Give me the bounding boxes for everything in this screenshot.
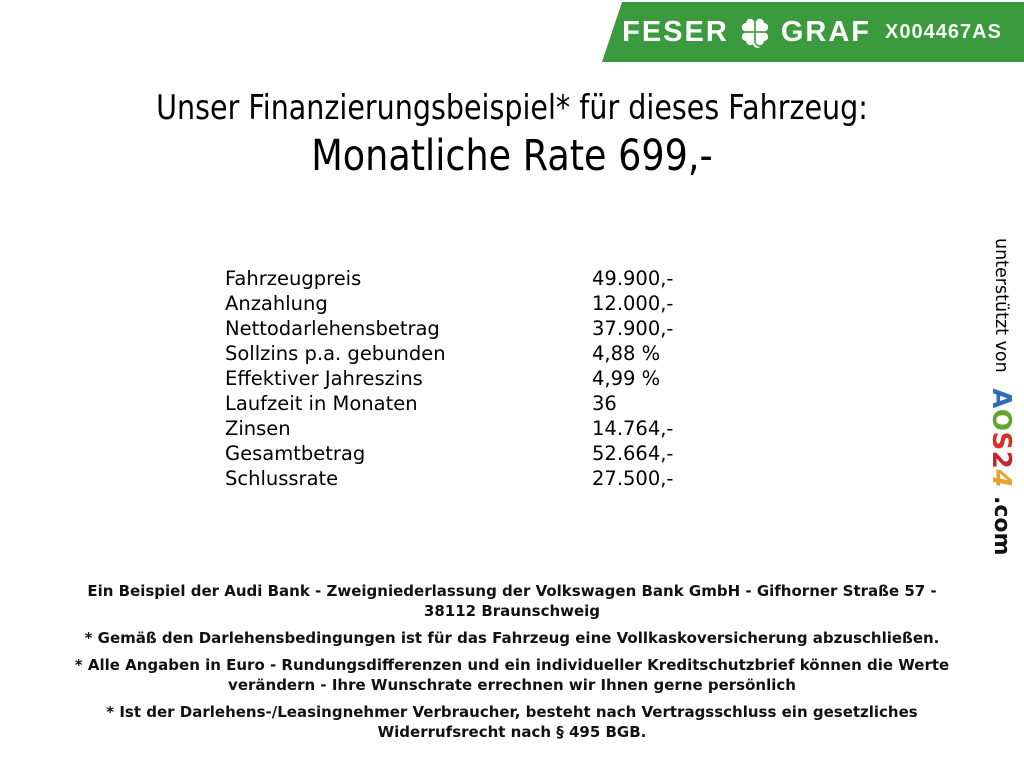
row-value: 36 [592,392,617,415]
row-label: Laufzeit in Monaten [225,392,418,415]
row-value: 27.500,- [592,467,674,490]
disclaimer-footer: Ein Beispiel der Audi Bank - Zweignieder… [60,582,964,750]
heading: Unser Finanzierungsbeispiel* für dieses … [0,88,1024,181]
clover-icon [738,15,772,49]
row-label: Effektiver Jahreszins [225,367,423,390]
row-label: Schlussrate [225,467,339,490]
row-label: Zinsen [225,417,291,440]
brand-name-graf: GRAF [780,15,871,48]
aos24-logo-letter: O [986,408,1016,432]
finance-table: Fahrzeugpreis 49.900,- Anzahlung 12.000,… [225,266,673,491]
disclaimer-line: * Ist der Darlehens-/Leasingnehmer Verbr… [106,702,918,741]
row-value: 52.664,- [592,442,674,465]
table-row: Gesamtbetrag 52.664,- [225,441,673,466]
row-value: 49.900,- [592,267,674,290]
table-row: Effektiver Jahreszins 4,99 % [225,366,673,391]
supported-by-text: unterstützt von [991,238,1011,373]
row-value: 4,99 % [592,367,661,390]
row-value: 4,88 % [592,342,661,365]
aos24-logo-letter: S [986,431,1016,451]
row-value: 37.900,- [592,317,674,340]
disclaimer-line: * Gemäß den Darlehensbedingungen ist für… [84,628,940,647]
row-label: Fahrzeugpreis [225,267,362,290]
aos24-logo: AOS24 [986,388,1016,488]
row-label: Nettodarlehensbetrag [225,317,440,340]
disclaimer-line: * Alle Angaben in Euro - Rundungsdiffere… [74,655,950,694]
row-label: Anzahlung [225,292,328,315]
aos24-logo-suffix: .com [989,495,1014,555]
table-row: Zinsen 14.764,- [225,416,673,441]
row-label: Sollzins p.a. gebunden [225,342,446,365]
table-row: Laufzeit in Monaten 36 [225,391,673,416]
monthly-rate-title: Monatliche Rate 699,- [311,131,713,181]
brand-name-feser: FESER [622,15,729,48]
supported-by-credit: unterstützt von AOS24 .com [986,238,1016,555]
aos24-logo-letter: 2 [986,450,1016,470]
table-row: Schlussrate 27.500,- [225,466,673,491]
table-row: Sollzins p.a. gebunden 4,88 % [225,341,673,366]
table-row: Nettodarlehensbetrag 37.900,- [225,316,673,341]
dealer-banner: FESER [602,2,1024,62]
disclaimer-line: Ein Beispiel der Audi Bank - Zweignieder… [87,582,937,620]
table-row: Anzahlung 12.000,- [225,291,673,316]
aos24-logo-letter: A [986,388,1016,409]
table-row: Fahrzeugpreis 49.900,- [225,266,673,291]
heading-title: Unser Finanzierungsbeispiel* für dieses … [156,88,868,128]
aos24-logo-letter: 4 [986,469,1016,488]
row-value: 14.764,- [592,417,674,440]
row-value: 12.000,- [592,292,674,315]
vehicle-code: X004467AS [884,20,1002,43]
row-label: Gesamtbetrag [225,442,366,465]
